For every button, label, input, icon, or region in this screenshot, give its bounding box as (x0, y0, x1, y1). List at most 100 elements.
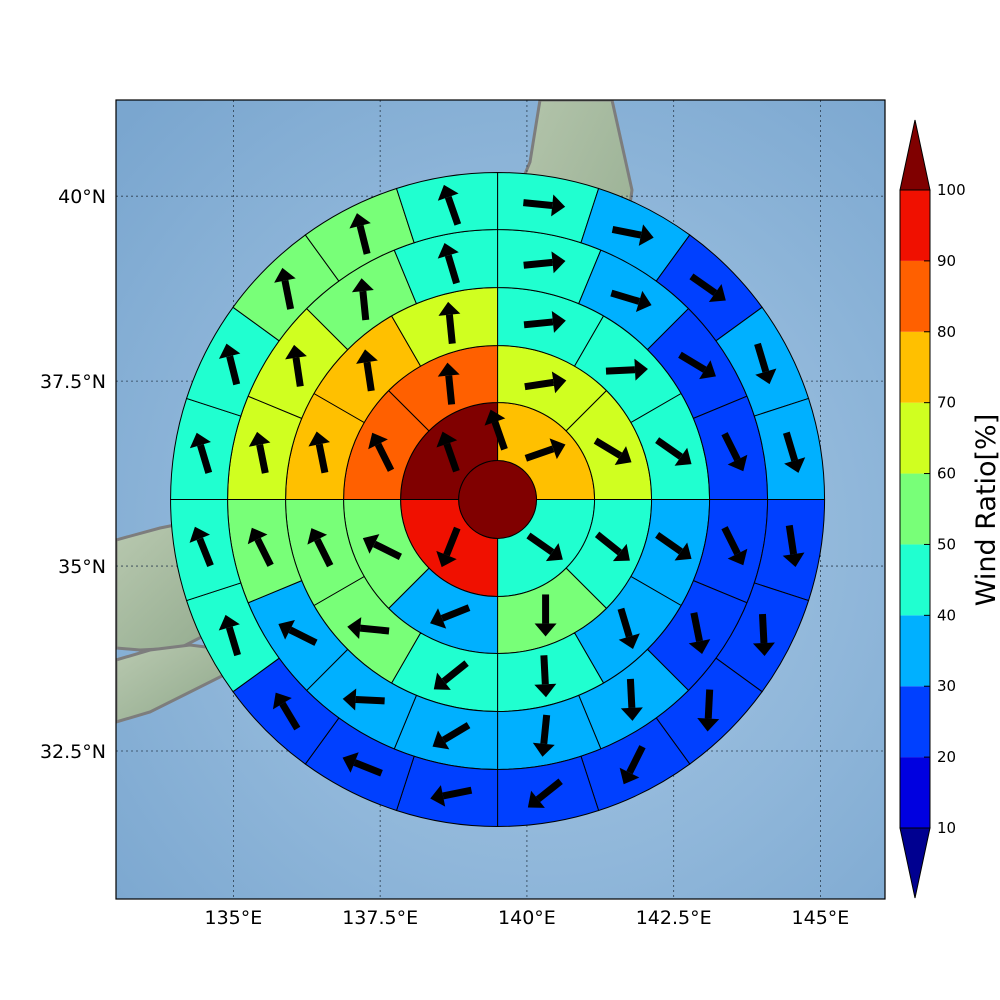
wind-arrow-shaft (314, 538, 334, 568)
wind-arrow-head (349, 213, 371, 229)
wind-arrow (356, 349, 378, 392)
wind-arrow-head (189, 432, 211, 449)
wind-arrow-shaft (288, 626, 318, 646)
wind-arrow (307, 528, 334, 568)
wind-arrow-shaft (359, 624, 390, 635)
wind-arrow-shaft (226, 355, 241, 386)
wind-arrow-head (618, 633, 640, 650)
wind-arrow (783, 431, 806, 473)
wind-arrow-shaft (444, 195, 462, 226)
wind-arrow-shaft (256, 443, 269, 474)
wind-arrow (437, 184, 462, 226)
wind-arrow-head (436, 550, 457, 568)
wind-arrow (523, 310, 566, 333)
wind-arrow (721, 432, 748, 472)
wind-arrow-head (697, 718, 720, 732)
wind-arrow (278, 619, 318, 646)
wind-arrow (436, 431, 460, 473)
colorbar-tick-label: 70 (937, 394, 956, 412)
wind-arrow-head (433, 672, 451, 690)
wind-arrow (523, 251, 566, 274)
colorbar-tick-label: 30 (937, 677, 956, 695)
wind-arrow (430, 785, 473, 807)
wind-arrow-head (614, 446, 632, 466)
y-axis-ticks: 40°N 37.5°N 35°N 32.5°N (40, 186, 106, 763)
colorbar-tick-label: 80 (937, 323, 956, 341)
wind-arrow-shaft (444, 254, 460, 285)
wind-arrow (349, 213, 371, 255)
wind-arrow-head (437, 362, 460, 377)
wind-arrow (678, 351, 716, 380)
x-axis-ticks: 135°E 137.5°E 140°E 142.5°E 145°E (205, 907, 850, 929)
wind-arrow (524, 438, 566, 462)
wind-arrow-shaft (605, 366, 636, 375)
colorbar-segment (900, 757, 930, 828)
wind-arrow-shaft (524, 378, 555, 391)
colorbar-segment (900, 190, 930, 261)
colorbar-tick-label: 50 (937, 535, 956, 553)
x-tick-label: 135°E (205, 907, 263, 929)
x-tick-label: 140°E (498, 907, 556, 929)
wind-arrow-shaft (197, 444, 213, 474)
colorbar-segment (900, 402, 930, 474)
wind-arrow-head (368, 432, 388, 450)
wind-arrow-shaft (315, 443, 329, 474)
wind-arrow-head (342, 752, 359, 773)
wind-arrow-head (634, 358, 648, 381)
wind-arrow-head (274, 267, 296, 283)
wind-arrow-shaft (443, 442, 460, 473)
wind-arrow-head (278, 619, 295, 640)
wind-arrow (593, 437, 632, 466)
wind-arrow-shaft (754, 342, 770, 373)
wind-arrow-head (752, 642, 775, 656)
wind-arrow-shaft (626, 678, 636, 709)
x-tick-label: 142.5°E (636, 907, 712, 929)
wind-arrow-head (438, 301, 461, 316)
wind-arrow-head (619, 767, 640, 785)
wind-arrow-head (635, 290, 652, 312)
wind-arrow-head (782, 552, 805, 567)
wind-arrow (527, 778, 563, 808)
wind-arrow (362, 534, 402, 561)
wind-arrow-head (248, 431, 271, 447)
wind-arrow-head (437, 243, 459, 259)
wind-arrow-shaft (353, 759, 383, 777)
wind-arrow-shaft (279, 701, 301, 731)
colorbar-tick-label: 100 (937, 181, 966, 199)
wind-arrow (218, 343, 241, 386)
colorbar-tick-label: 20 (937, 748, 956, 766)
wind-arrow-shaft (610, 289, 641, 305)
wind-arrow-head (551, 310, 566, 333)
colorbar-over-extension (899, 119, 931, 191)
wind-arrow (721, 526, 748, 566)
wind-arrow (437, 362, 460, 405)
wind-arrow-head (534, 623, 557, 637)
wind-arrow-head (638, 224, 654, 246)
wind-arrow-head (247, 527, 268, 545)
wind-arrow-head (430, 785, 446, 807)
wind-arrow-shaft (783, 431, 799, 462)
colorbar-tick-label: 40 (937, 606, 956, 624)
wind-arrow-shaft (594, 531, 622, 556)
wind-arrow-shaft (655, 437, 683, 460)
wind-arrow-shaft (441, 660, 469, 684)
wind-arrow-head (342, 688, 357, 711)
wind-arrow-head (551, 251, 566, 274)
wind-arrow (689, 273, 726, 303)
wind-arrow (189, 526, 214, 567)
colorbar-segment (900, 686, 930, 758)
wind-arrow (532, 714, 555, 757)
colorbar-tick-label: 60 (937, 465, 956, 483)
wind-arrow-shaft (440, 604, 471, 622)
wind-arrow-shaft (721, 432, 741, 462)
wind-arrow (524, 371, 567, 394)
wind-arrow-shaft (442, 786, 473, 800)
y-tick-label: 40°N (58, 186, 106, 208)
wind-arrow (754, 342, 777, 385)
wind-arrow-head (218, 343, 241, 359)
wind-arrow (484, 409, 508, 451)
y-tick-label: 32.5°N (40, 741, 106, 763)
wind-arrow (430, 604, 471, 629)
colorbar-segment (900, 473, 930, 545)
x-tick-label: 137.5°E (342, 907, 418, 929)
